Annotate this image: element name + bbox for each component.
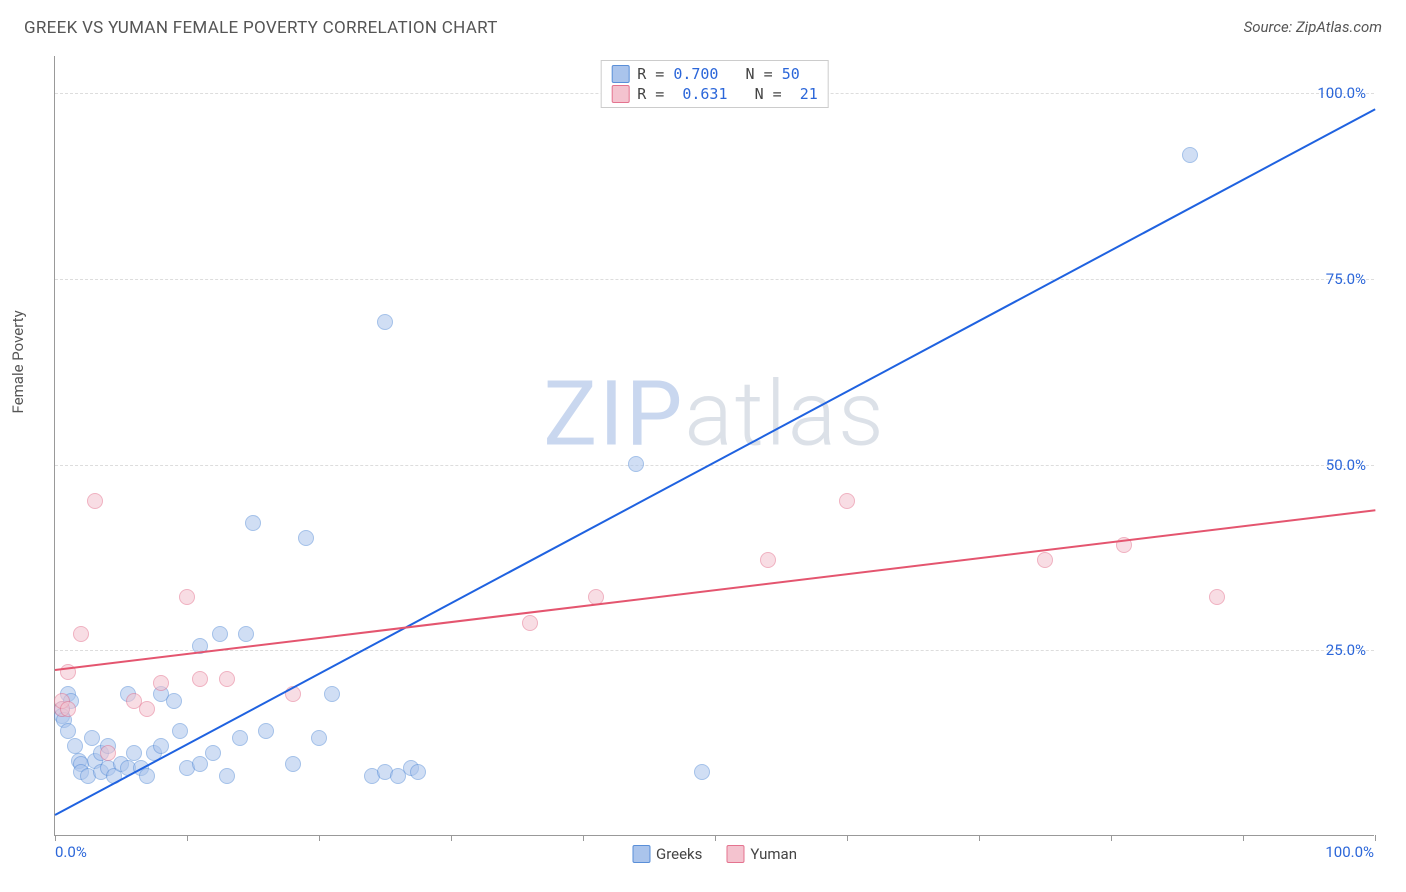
y-tick-label: 25.0% (1326, 641, 1366, 659)
legend-row: R = 0.631 N = 21 (611, 85, 818, 103)
legend-label: Yuman (750, 845, 797, 863)
x-tick (1375, 835, 1376, 841)
data-point (258, 723, 274, 739)
x-tick (1111, 835, 1112, 841)
data-point (377, 314, 393, 330)
legend-swatch-icon (726, 845, 744, 863)
data-point (100, 745, 116, 761)
x-min-label: 0.0% (55, 843, 87, 861)
legend-item: Greeks (632, 845, 702, 863)
gridline (55, 650, 1374, 651)
x-tick (451, 835, 452, 841)
y-tick-label: 75.0% (1326, 270, 1366, 288)
plot-area: ZIPatlas 25.0%50.0%75.0%100.0%0.0%100.0%… (54, 56, 1374, 836)
data-point (219, 671, 235, 687)
trend-line (55, 108, 1376, 815)
data-point (60, 723, 76, 739)
header: GREEK VS YUMAN FEMALE POVERTY CORRELATIO… (0, 0, 1406, 46)
data-point (205, 745, 221, 761)
legend-swatch-icon (611, 65, 629, 83)
x-tick (583, 835, 584, 841)
x-max-label: 100.0% (1325, 843, 1374, 861)
data-point (238, 626, 254, 642)
data-point (153, 675, 169, 691)
x-tick (715, 835, 716, 841)
data-point (67, 738, 83, 754)
data-point (166, 693, 182, 709)
legend-swatch-icon (611, 85, 629, 103)
correlation-chart: Female Poverty ZIPatlas 25.0%50.0%75.0%1… (30, 46, 1386, 866)
legend-swatch-icon (632, 845, 650, 863)
data-point (192, 671, 208, 687)
data-point (212, 626, 228, 642)
page-title: GREEK VS YUMAN FEMALE POVERTY CORRELATIO… (24, 18, 498, 38)
data-point (311, 730, 327, 746)
data-point (245, 515, 261, 531)
correlation-legend: R = 0.700 N = 50 R = 0.631 N = 21 (600, 60, 829, 108)
data-point (192, 756, 208, 772)
legend-item: Yuman (726, 845, 797, 863)
x-tick (847, 835, 848, 841)
data-point (1037, 552, 1053, 568)
data-point (153, 738, 169, 754)
data-point (179, 589, 195, 605)
data-point (84, 730, 100, 746)
legend-text: R = 0.631 N = 21 (637, 85, 818, 103)
data-point (324, 686, 340, 702)
legend-row: R = 0.700 N = 50 (611, 65, 818, 83)
x-tick (187, 835, 188, 841)
x-tick (55, 835, 56, 841)
data-point (232, 730, 248, 746)
x-tick (319, 835, 320, 841)
data-point (126, 745, 142, 761)
data-point (522, 615, 538, 631)
source-attribution: Source: ZipAtlas.com (1244, 18, 1382, 36)
gridline (55, 279, 1374, 280)
legend-label: Greeks (656, 845, 702, 863)
data-point (298, 530, 314, 546)
x-tick (1243, 835, 1244, 841)
y-tick-label: 100.0% (1317, 84, 1366, 102)
data-point (1182, 147, 1198, 163)
watermark: ZIPatlas (543, 362, 885, 467)
data-point (839, 493, 855, 509)
data-point (60, 701, 76, 717)
gridline (55, 465, 1374, 466)
data-point (139, 701, 155, 717)
data-point (628, 456, 644, 472)
data-point (760, 552, 776, 568)
legend-text: R = 0.700 N = 50 (637, 65, 800, 83)
data-point (1209, 589, 1225, 605)
trend-line (55, 509, 1375, 671)
data-point (139, 768, 155, 784)
data-point (410, 764, 426, 780)
data-point (285, 756, 301, 772)
y-tick-label: 50.0% (1326, 456, 1366, 474)
data-point (219, 768, 235, 784)
data-point (694, 764, 710, 780)
series-legend: Greeks Yuman (632, 845, 797, 863)
data-point (172, 723, 188, 739)
y-axis-label: Female Poverty (9, 310, 27, 413)
x-tick (979, 835, 980, 841)
data-point (87, 493, 103, 509)
data-point (73, 626, 89, 642)
